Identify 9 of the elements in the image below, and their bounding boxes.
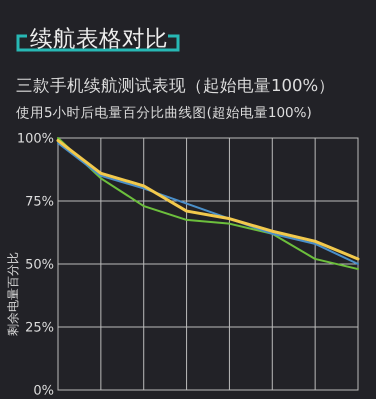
chart-subtitle: 三款手机续航测试表现（起始电量100%） [16,76,336,95]
text: 使用5小时后电量百分比曲线图(超始电量100%) [16,105,312,121]
y-tick-label: 75% [25,194,54,210]
y-tick-label: 50% [25,258,54,273]
y-tick-label: 25% [25,320,54,336]
y-axis-title: 剩余电量百分比 [6,252,20,336]
chart-title: 续航表格对比 [30,26,168,52]
y-tick-label: 0% [33,384,54,399]
y-tick-label: 100% [16,132,54,147]
